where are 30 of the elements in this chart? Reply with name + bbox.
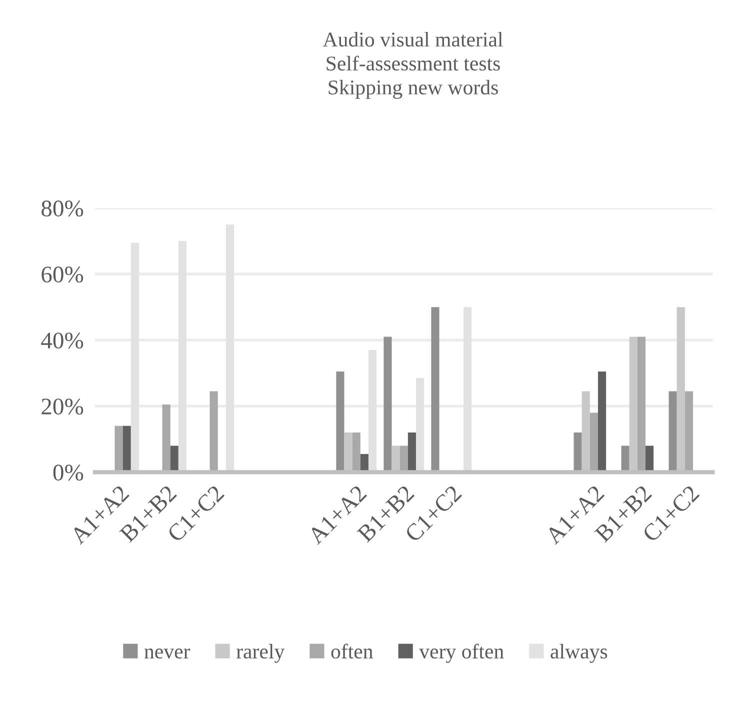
legend-label: rarely — [236, 644, 285, 663]
bar — [637, 336, 646, 472]
bar — [574, 432, 582, 472]
bar — [384, 336, 392, 472]
bar — [352, 432, 360, 472]
bar — [336, 371, 344, 472]
bar — [684, 391, 694, 472]
legend-label: always — [550, 644, 608, 663]
bar — [621, 446, 630, 472]
bar — [590, 412, 598, 472]
bar — [162, 404, 170, 472]
y-tick-label: 40% — [41, 332, 84, 349]
bar — [668, 391, 677, 472]
chart-title: Audio visual material Self-assessment tests Skipping new words — [322, 32, 503, 99]
bar — [408, 432, 416, 472]
legend-label: often — [331, 644, 373, 659]
bar — [400, 446, 408, 472]
y-tick-label: 20% — [42, 398, 84, 415]
bar — [170, 446, 178, 472]
y-tick-label: 0% — [53, 464, 84, 481]
bar — [114, 426, 123, 472]
legend-label: very often — [419, 644, 504, 663]
y-tick-label: 60% — [42, 266, 84, 283]
bar — [210, 391, 218, 472]
bar — [431, 307, 440, 472]
y-tick-label: 80% — [42, 200, 84, 217]
legend-label: never — [144, 648, 190, 659]
bar — [645, 446, 654, 472]
bar — [598, 371, 606, 472]
bar — [122, 426, 131, 472]
